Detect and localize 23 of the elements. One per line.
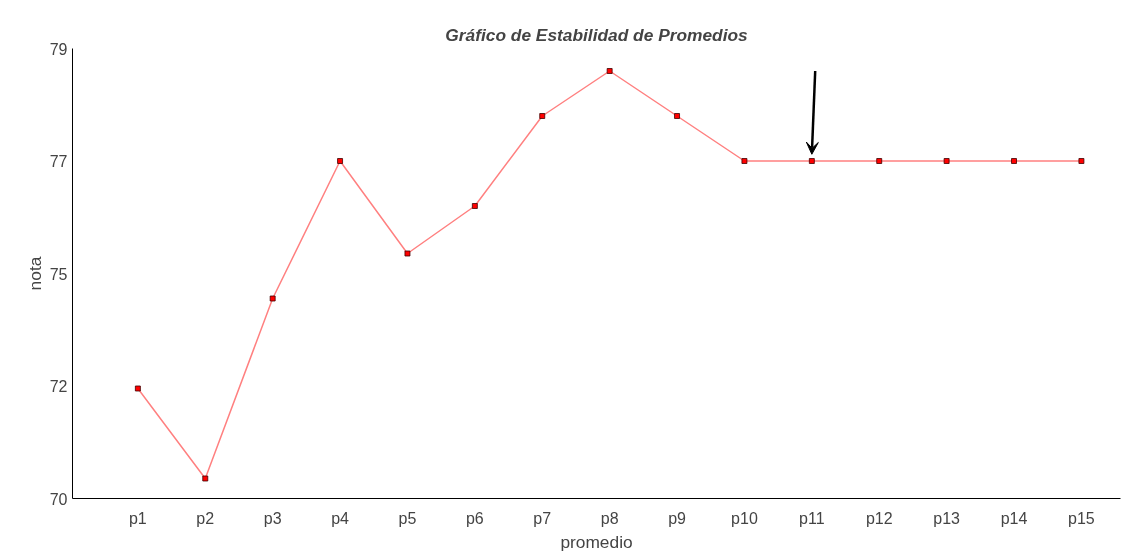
x-tick-label: p13 xyxy=(933,509,961,527)
x-tick-label: p6 xyxy=(465,509,484,527)
y-tick-label: 72 xyxy=(49,378,68,395)
x-tick-label: p2 xyxy=(196,509,215,527)
y-tick-label: 77 xyxy=(49,153,68,170)
x-tick-label: p7 xyxy=(533,509,552,527)
chart-title: Gráfico de Estabilidad de Promedios xyxy=(445,24,749,45)
x-tick-label: p15 xyxy=(1068,509,1095,527)
x-tick-label: p5 xyxy=(398,509,417,527)
x-tick-label: p14 xyxy=(1000,509,1028,527)
x-tick-label: p12 xyxy=(865,509,893,527)
x-tick-label: p8 xyxy=(600,509,619,527)
y-tick-label: 70 xyxy=(49,490,68,508)
y-tick-label: 79 xyxy=(49,40,68,58)
x-tick-label: p1 xyxy=(128,509,147,527)
x-tick-label: p10 xyxy=(731,509,758,527)
y-axis-title: nota xyxy=(24,256,45,291)
x-tick-label: p9 xyxy=(668,509,687,527)
x-tick-label: p11 xyxy=(799,509,825,527)
y-tick-label: 75 xyxy=(49,265,68,283)
x-tick-label: p4 xyxy=(331,509,350,527)
x-axis-title: promedio xyxy=(560,531,633,552)
x-tick-label: p3 xyxy=(263,509,282,527)
